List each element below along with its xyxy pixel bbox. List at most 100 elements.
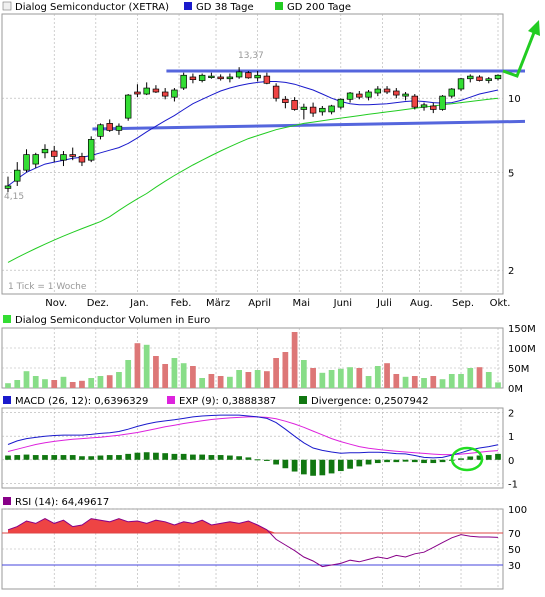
candle-body: [51, 150, 58, 157]
volume-bar: [153, 356, 159, 388]
candle-body: [346, 92, 354, 100]
volume-grid: [2, 328, 503, 388]
divergence-bar: [291, 459, 298, 472]
volume-bar: [162, 364, 169, 388]
candle-body: [263, 75, 271, 84]
candle-body: [106, 123, 113, 131]
month-label: Nov.: [45, 298, 67, 309]
volume-bar: [495, 382, 501, 388]
month-label: Feb.: [171, 298, 192, 309]
candle-body: [171, 89, 178, 98]
candle-body: [467, 75, 474, 80]
volume-bar: [190, 366, 196, 388]
month-label: Aug.: [410, 298, 433, 309]
candle-body: [439, 95, 446, 110]
volume-bars: [5, 332, 501, 388]
month-label: Mai: [292, 298, 310, 309]
candle-body: [69, 154, 76, 157]
candle-body: [97, 124, 104, 137]
volume-bar: [60, 376, 67, 388]
candle-body: [374, 88, 382, 94]
legend-swatch-divergence: [299, 396, 307, 404]
price-y-axis: 2 5 10: [508, 94, 521, 277]
volume-bar: [337, 368, 344, 388]
divergence-bar: [79, 456, 85, 460]
candle-body: [152, 88, 160, 93]
macd-divergence-bars: [5, 452, 501, 476]
divergence-bar: [365, 459, 372, 465]
macd-legend-label: MACD (26, 12): 0,6396329: [15, 396, 148, 407]
rsi-panel: RSI (14): 64,49617 100 70 50 30: [1, 497, 527, 590]
legend-swatch-ma38: [184, 2, 192, 10]
divergence-bar: [430, 459, 437, 464]
month-label: Juni: [333, 298, 352, 309]
candle-body: [420, 104, 428, 108]
candle-body: [291, 100, 298, 110]
month-axis: Nov. Dez. Jan. Feb. März April Mai Juni Juli Aug.…: [45, 298, 510, 309]
volume-bar: [5, 383, 11, 388]
macd-line: [7, 414, 499, 459]
divergence-bar: [42, 455, 48, 460]
price-y-tick-label: 10: [508, 94, 521, 105]
candle-body: [23, 154, 30, 171]
volume-bar: [365, 376, 372, 388]
divergence-bar: [134, 452, 141, 460]
volume-bar: [393, 374, 400, 388]
price-y-tick-label: 5: [508, 168, 514, 179]
divergence-bar: [51, 455, 58, 460]
legend-ma38-label: GD 38 Tage: [196, 2, 254, 13]
volume-bar: [227, 376, 233, 388]
candle-body: [494, 74, 502, 80]
rsi-legend-label: RSI (14): 64,49617: [15, 497, 109, 508]
candle-body: [87, 139, 95, 161]
volume-bar: [171, 358, 178, 388]
volume-bar: [374, 366, 381, 388]
volume-bar: [356, 368, 363, 388]
divergence-bar: [5, 455, 11, 460]
candle-body: [485, 78, 492, 81]
divergence-bar: [180, 453, 187, 460]
volume-bar: [467, 368, 474, 388]
volume-bar: [264, 371, 270, 388]
volume-bar: [236, 370, 242, 388]
divergence-bar: [264, 459, 270, 461]
candle-body: [198, 74, 206, 81]
volume-bar: [106, 375, 113, 388]
low-annotation: 4,15: [4, 192, 24, 202]
price-y-tick-label: 2: [508, 266, 514, 277]
tick-note: 1 Tick = 1 Woche: [8, 282, 87, 292]
month-label: Sep.: [452, 298, 474, 309]
candle-body: [282, 98, 289, 103]
macd-panel: MACD (26, 12): 0,6396329 EXP (9): 0,3888…: [1, 396, 518, 490]
candle-body: [365, 91, 372, 98]
divergence-bar: [439, 459, 446, 463]
divergence-bar: [32, 455, 39, 460]
volume-y-tick-label: 0M: [508, 384, 523, 395]
ma38-line: [7, 81, 499, 187]
candle-body: [457, 78, 465, 90]
rsi-line: [7, 518, 499, 568]
volume-bar: [291, 332, 298, 388]
candle-body: [448, 88, 455, 97]
volume-bar: [439, 379, 446, 388]
macd-frame: [1, 407, 504, 489]
candle-body: [115, 125, 123, 131]
candle-body: [309, 106, 317, 114]
macd-grid: [2, 408, 503, 488]
volume-bar: [125, 360, 132, 388]
candle-body: [476, 76, 483, 81]
month-label: Dez.: [87, 298, 109, 309]
divergence-bar: [310, 459, 316, 476]
divergence-bar: [116, 455, 122, 460]
candle-body: [32, 154, 39, 165]
rsi-y-tick-label: 30: [508, 561, 521, 572]
divergence-bar: [88, 456, 95, 460]
candle-body: [383, 88, 391, 93]
candle-body: [217, 76, 224, 80]
macd-y-tick-label: 1: [508, 432, 514, 443]
rsi-grid: [2, 508, 503, 589]
divergence-bar: [273, 459, 279, 465]
legend-ma200-label: GD 200 Tage: [287, 2, 351, 13]
candle-body: [124, 94, 132, 119]
trend-arrow-head: [528, 20, 540, 36]
